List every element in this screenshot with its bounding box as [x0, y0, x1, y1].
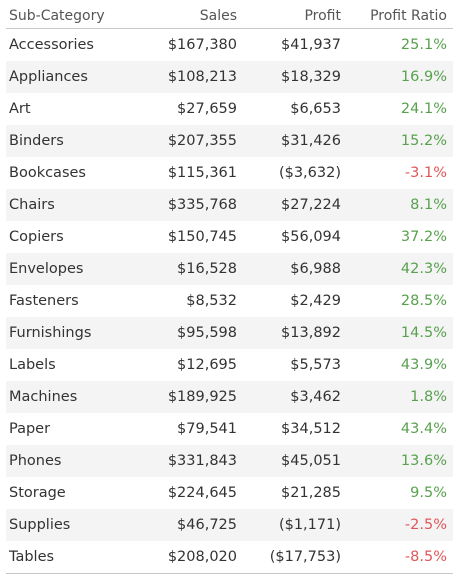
table-body: Accessories $167,380 $41,937 25.1% Appliance… [6, 29, 453, 573]
profit-cell: $45,051 [281, 453, 341, 469]
profit-ratio-cell: 24.1% [400, 101, 447, 117]
sales-cell: $108,213 [167, 69, 237, 85]
table-row: Bookcases $115,361 ($3,632) -3.1% [6, 157, 453, 189]
profit-ratio-cell: 1.8% [410, 389, 447, 405]
sales-cell: $16,528 [177, 261, 237, 277]
profit-ratio-cell: 13.6% [400, 453, 447, 469]
header-profit: Profit [304, 8, 341, 24]
sub-category-cell: Accessories [9, 37, 94, 53]
table-row: Storage $224,645 $21,285 9.5% [6, 477, 453, 509]
sub-category-cell: Paper [9, 421, 51, 437]
profit-cell: $6,653 [290, 101, 341, 117]
sales-cell: $46,725 [177, 517, 237, 533]
profit-ratio-cell: 9.5% [410, 485, 447, 501]
table-row: Binders $207,355 $31,426 15.2% [6, 125, 453, 157]
table-row: Accessories $167,380 $41,937 25.1% [6, 29, 453, 61]
sales-cell: $167,380 [167, 37, 237, 53]
profit-cell: $5,573 [290, 357, 341, 373]
profit-ratio-cell: 43.4% [400, 421, 447, 437]
header-sales: Sales [199, 8, 237, 24]
profit-cell: ($3,632) [278, 165, 341, 181]
profit-ratio-cell: 37.2% [400, 229, 447, 245]
profit-cell: $56,094 [281, 229, 341, 245]
profit-cell: $34,512 [281, 421, 341, 437]
sub-category-cell: Chairs [9, 197, 55, 213]
sub-category-cell: Envelopes [9, 261, 84, 277]
profit-ratio-cell: 15.2% [400, 133, 447, 149]
sub-category-cell: Copiers [9, 229, 64, 245]
sales-cell: $331,843 [167, 453, 237, 469]
table-row: Supplies $46,725 ($1,171) -2.5% [6, 509, 453, 541]
sales-cell: $208,020 [167, 549, 237, 565]
table-header: Sub-Category Sales Profit Profit Ratio [6, 4, 453, 29]
sales-cell: $335,768 [167, 197, 237, 213]
sub-category-cell: Labels [9, 357, 56, 373]
profit-ratio-cell: -2.5% [404, 517, 447, 533]
table-row: Paper $79,541 $34,512 43.4% [6, 413, 453, 445]
sub-category-cell: Tables [9, 549, 55, 565]
header-profit-ratio: Profit Ratio [370, 8, 447, 24]
sales-cell: $12,695 [177, 357, 237, 373]
sub-category-cell: Art [9, 101, 31, 117]
sub-category-cell: Machines [9, 389, 78, 405]
sales-cell: $95,598 [177, 325, 237, 341]
table-row: Art $27,659 $6,653 24.1% [6, 93, 453, 125]
table-row: Machines $189,925 $3,462 1.8% [6, 381, 453, 413]
sales-cell: $115,361 [167, 165, 237, 181]
profit-ratio-cell: 42.3% [400, 261, 447, 277]
table-row: Appliances $108,213 $18,329 16.9% [6, 61, 453, 93]
profit-cell: $6,988 [290, 261, 341, 277]
sub-category-cell: Fasteners [9, 293, 79, 309]
table-row: Tables $208,020 ($17,753) -8.5% [6, 541, 453, 573]
table-row: Fasteners $8,532 $2,429 28.5% [6, 285, 453, 317]
profit-cell: $31,426 [281, 133, 341, 149]
sales-cell: $224,645 [167, 485, 237, 501]
sub-category-cell: Storage [9, 485, 66, 501]
sales-cell: $79,541 [177, 421, 237, 437]
table-row: Envelopes $16,528 $6,988 42.3% [6, 253, 453, 285]
table-row: Furnishings $95,598 $13,892 14.5% [6, 317, 453, 349]
profit-cell: $3,462 [290, 389, 341, 405]
profit-cell: ($1,171) [278, 517, 341, 533]
sub-category-cell: Supplies [9, 517, 71, 533]
profit-cell: $27,224 [281, 197, 341, 213]
profit-ratio-cell: 14.5% [400, 325, 447, 341]
subcategory-profit-table: Sub-Category Sales Profit Profit Ratio A… [6, 4, 453, 574]
profit-ratio-cell: 25.1% [400, 37, 447, 53]
sub-category-cell: Phones [9, 453, 62, 469]
profit-cell: $18,329 [281, 69, 341, 85]
profit-ratio-cell: 16.9% [400, 69, 447, 85]
profit-cell: $21,285 [281, 485, 341, 501]
sales-cell: $27,659 [177, 101, 237, 117]
header-sub-category: Sub-Category [9, 8, 105, 24]
table-row: Copiers $150,745 $56,094 37.2% [6, 221, 453, 253]
profit-cell: $2,429 [290, 293, 341, 309]
profit-ratio-cell: 43.9% [400, 357, 447, 373]
sales-cell: $8,532 [186, 293, 237, 309]
sub-category-cell: Furnishings [9, 325, 92, 341]
profit-cell: $13,892 [281, 325, 341, 341]
sales-cell: $207,355 [167, 133, 237, 149]
sales-cell: $150,745 [167, 229, 237, 245]
profit-cell: ($17,753) [269, 549, 341, 565]
profit-ratio-cell: -8.5% [404, 549, 447, 565]
sub-category-cell: Bookcases [9, 165, 86, 181]
profit-ratio-cell: 8.1% [410, 197, 447, 213]
table-bottom-border [6, 573, 453, 574]
table-row: Phones $331,843 $45,051 13.6% [6, 445, 453, 477]
profit-cell: $41,937 [281, 37, 341, 53]
sub-category-cell: Binders [9, 133, 64, 149]
sub-category-cell: Appliances [9, 69, 88, 85]
profit-ratio-cell: 28.5% [400, 293, 447, 309]
table-row: Labels $12,695 $5,573 43.9% [6, 349, 453, 381]
table-row: Chairs $335,768 $27,224 8.1% [6, 189, 453, 221]
sales-cell: $189,925 [167, 389, 237, 405]
profit-ratio-cell: -3.1% [404, 165, 447, 181]
